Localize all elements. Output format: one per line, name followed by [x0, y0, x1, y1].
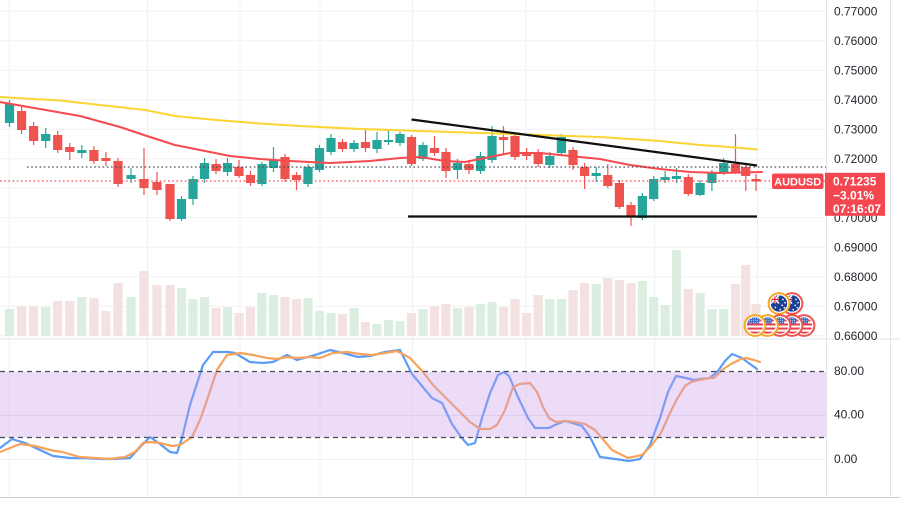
svg-text:07:16:07: 07:16:07	[833, 202, 881, 216]
svg-text:0.72000: 0.72000	[834, 152, 878, 166]
svg-text:0.66000: 0.66000	[834, 329, 878, 343]
svg-text:0.76000: 0.76000	[834, 34, 878, 48]
svg-text:0.71235: 0.71235	[833, 175, 877, 189]
svg-text:0.69000: 0.69000	[834, 241, 878, 255]
svg-text:0.77000: 0.77000	[834, 5, 878, 19]
svg-text:0.74000: 0.74000	[834, 93, 878, 107]
svg-text:0.68000: 0.68000	[834, 270, 878, 284]
svg-text:0.00: 0.00	[834, 452, 858, 466]
svg-text:0.67000: 0.67000	[834, 300, 878, 314]
svg-text:80.00: 80.00	[834, 364, 864, 378]
svg-text:40.00: 40.00	[834, 408, 864, 422]
svg-text:−3.01%: −3.01%	[833, 189, 874, 203]
svg-text:0.75000: 0.75000	[834, 64, 878, 78]
svg-text:0.73000: 0.73000	[834, 123, 878, 137]
svg-text:AUDUSD: AUDUSD	[774, 176, 821, 188]
